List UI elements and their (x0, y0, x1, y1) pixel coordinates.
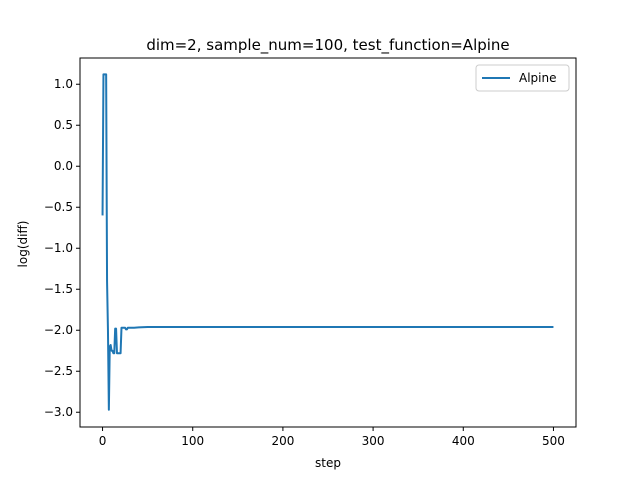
y-axis-label: log(diff) (16, 221, 30, 268)
series-line-alpine (101, 73, 554, 411)
legend-box (475, 64, 570, 92)
x-tick-label: 400 (452, 434, 475, 448)
x-tick-label: 200 (271, 434, 294, 448)
y-tick-label: −1.5 (44, 282, 73, 296)
y-tick-label: −2.5 (44, 364, 73, 378)
y-tick-label: 0.0 (54, 159, 73, 173)
x-axis-label: step (315, 456, 341, 470)
y-tick-label: 0.5 (54, 118, 73, 132)
y-tick-label: −2.0 (44, 323, 73, 337)
x-tick-label: 100 (181, 434, 204, 448)
legend-label: Alpine (519, 71, 556, 85)
y-tick-label: −1.0 (44, 241, 73, 255)
chart-title: dim=2, sample_num=100, test_function=Alp… (146, 36, 509, 55)
x-tick-label: 300 (362, 434, 385, 448)
x-tick-label: 500 (542, 434, 565, 448)
y-tick-label: −0.5 (44, 200, 73, 214)
plot-area: 0 100 200 300 400 500 1.0 0.5 0.0 −0.5 −1.0 −1.5 −2.… (44, 57, 577, 448)
plot-frame (79, 57, 577, 428)
x-tick-label: 0 (99, 434, 107, 448)
y-tick-label: 1.0 (54, 77, 73, 91)
y-tick-label: −3.0 (44, 405, 73, 419)
